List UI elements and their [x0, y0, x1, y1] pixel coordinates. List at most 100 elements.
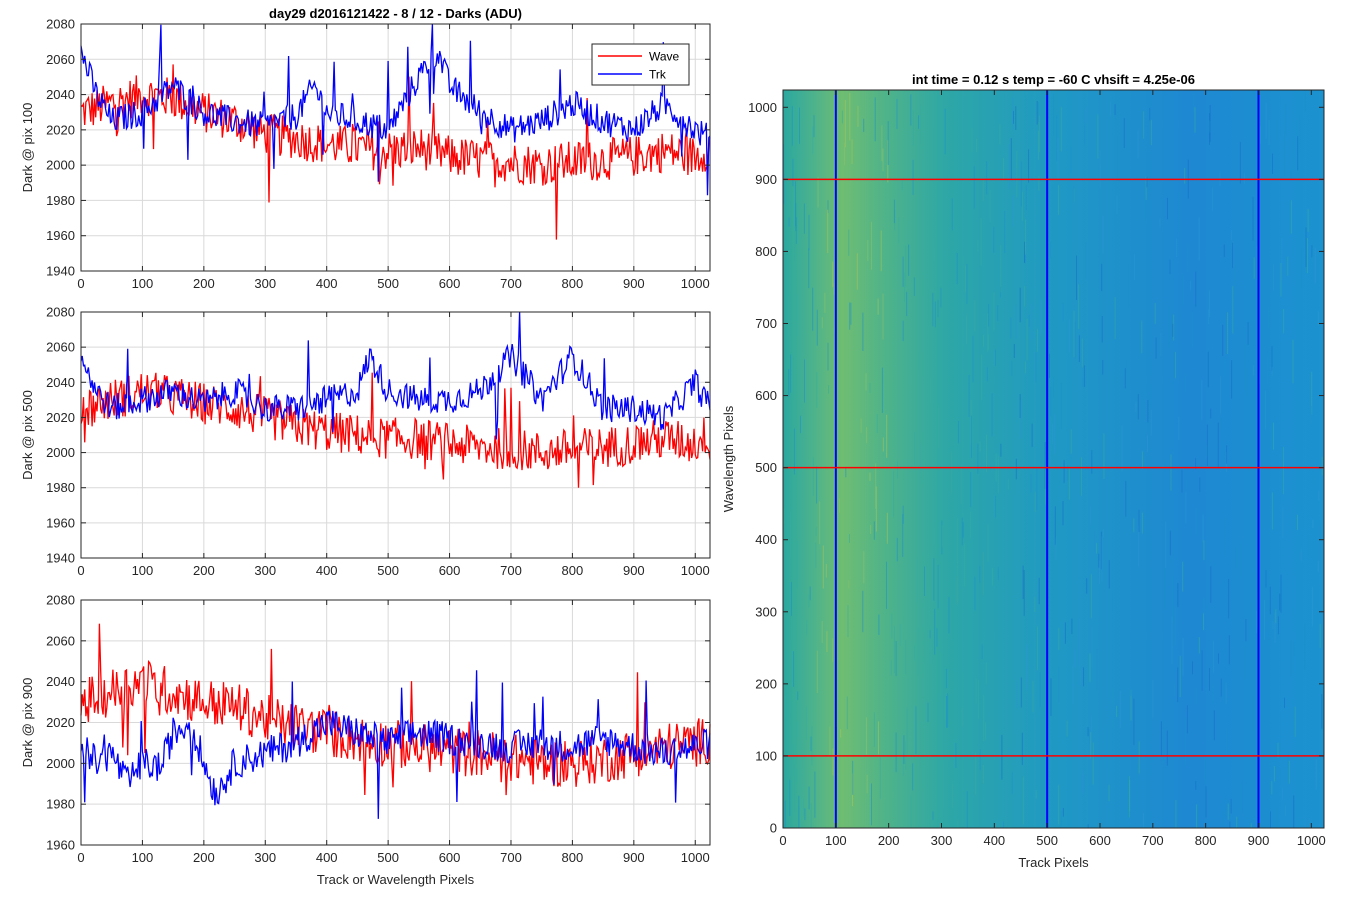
heatmap-streak — [1141, 512, 1143, 534]
heatmap-streak — [1201, 650, 1203, 691]
heatmap-streak — [1054, 414, 1056, 454]
heatmap-streak — [1133, 698, 1135, 745]
x-tick-label: 400 — [316, 850, 338, 865]
heatmap-streak — [1165, 521, 1167, 569]
heatmap-streak — [1031, 303, 1033, 340]
panel-1: 0 100 200 300 400 500 600 700 800 900 1000 1940 1960… — [20, 6, 711, 291]
heatmap-streak — [816, 466, 818, 504]
heatmap-streak — [796, 721, 797, 739]
heatmap-streak — [1304, 623, 1306, 671]
heatmap-streak — [1205, 786, 1207, 818]
heatmap-streak — [797, 691, 799, 700]
x-tick-label: 400 — [983, 833, 1005, 848]
heatmap-streak — [1060, 811, 1062, 828]
heatmap-streak — [1011, 360, 1013, 376]
heatmap-streak — [1311, 245, 1313, 258]
heatmap-streak — [938, 404, 940, 447]
heatmap-streak — [1178, 416, 1180, 440]
heatmap-streak — [929, 630, 931, 639]
heatmap-streak — [1227, 312, 1229, 354]
heatmap-streak — [1025, 184, 1027, 211]
heatmap-streak — [1015, 305, 1017, 339]
heatmap-streak — [1213, 710, 1215, 741]
y-tick-label: 2080 — [46, 17, 75, 32]
heatmap-streak — [1189, 280, 1191, 291]
heatmap-streak — [1050, 241, 1052, 259]
heatmap-streak — [1290, 200, 1292, 234]
heatmap-streak — [1195, 457, 1197, 470]
heatmap-streak — [893, 625, 895, 674]
heatmap-streak — [819, 501, 821, 545]
heatmap-streak — [821, 317, 823, 329]
heatmap-streak — [1060, 382, 1062, 430]
heatmap-streak — [917, 557, 918, 603]
heatmap-streak — [1269, 586, 1271, 615]
heatmap-streak — [1319, 623, 1321, 649]
heatmap-streak — [906, 291, 908, 317]
y-tick-label: 800 — [755, 244, 777, 259]
heatmap-streak — [1285, 104, 1287, 135]
heatmap-streak — [1130, 689, 1132, 721]
heatmap-streak — [912, 159, 914, 195]
heatmap-streak — [1034, 596, 1036, 612]
heatmap-streak — [1159, 217, 1161, 227]
axes-box — [80, 311, 711, 559]
heatmap-streak — [882, 148, 884, 172]
heatmap-streak — [918, 115, 920, 129]
heatmap-streak — [816, 650, 818, 694]
heatmap-streak — [893, 470, 895, 518]
heatmap-streak — [1225, 727, 1227, 754]
heatmap-streak — [1244, 646, 1246, 678]
heatmap-streak — [1235, 261, 1236, 297]
heatmap-streak — [795, 768, 797, 784]
plot-area — [81, 312, 710, 558]
heatmap-streak — [1081, 338, 1083, 368]
y-axis-label: Dark @ pix 500 — [20, 390, 35, 480]
x-tick-label: 900 — [623, 563, 645, 578]
heatmap-streak — [1203, 540, 1205, 561]
heatmap-streak — [1086, 578, 1088, 594]
heatmap-streak — [1133, 518, 1135, 533]
heatmap-streak — [1283, 309, 1285, 334]
heatmap-streak — [792, 158, 794, 186]
heatmap-streak — [882, 293, 884, 340]
heatmap-streak — [1130, 662, 1132, 696]
heatmap-streak — [1143, 812, 1144, 828]
heatmap-streak — [833, 283, 835, 295]
heatmap-streak — [800, 415, 801, 434]
heatmap-streak — [999, 124, 1001, 145]
axes-box — [80, 23, 711, 272]
heatmap-streak — [848, 229, 850, 256]
heatmap-streak — [1025, 219, 1026, 255]
heatmap-streak — [895, 732, 897, 773]
heatmap-streak — [808, 594, 810, 608]
heatmap-streak — [941, 525, 943, 548]
heatmap-streak — [1112, 593, 1113, 613]
heatmap-streak — [1222, 324, 1224, 356]
heatmap-streak — [870, 524, 872, 534]
series-line-wave — [80, 623, 711, 796]
heatmap-streak — [805, 706, 807, 740]
heatmap-streak — [1038, 577, 1040, 605]
heatmap-streak — [951, 198, 953, 231]
heatmap-streak — [965, 265, 966, 292]
heatmap-streak — [898, 217, 900, 244]
y-tick-label: 2000 — [46, 445, 75, 460]
series-line-trk — [80, 311, 711, 440]
heatmap-streak — [1110, 102, 1111, 116]
heatmap-streak — [1317, 311, 1319, 326]
panel-2: 0 100 200 300 400 500 600 700 800 900 1000 1940 1960… — [20, 305, 711, 578]
axes-box — [782, 89, 1325, 829]
heatmap-streak — [957, 820, 959, 828]
x-tick-label: 700 — [1142, 833, 1164, 848]
heatmap-streak — [1123, 118, 1125, 149]
heatmap-streak — [1265, 570, 1267, 588]
heatmap-streak — [1079, 619, 1081, 667]
heatmap-streak — [1054, 506, 1056, 545]
heatmap-streak — [1277, 742, 1279, 759]
heatmap-streak — [1135, 339, 1137, 358]
heatmap-streak — [902, 752, 904, 776]
heatmap-streak — [910, 795, 912, 827]
heatmap-streak — [902, 505, 904, 524]
heatmap-streak — [987, 524, 989, 562]
